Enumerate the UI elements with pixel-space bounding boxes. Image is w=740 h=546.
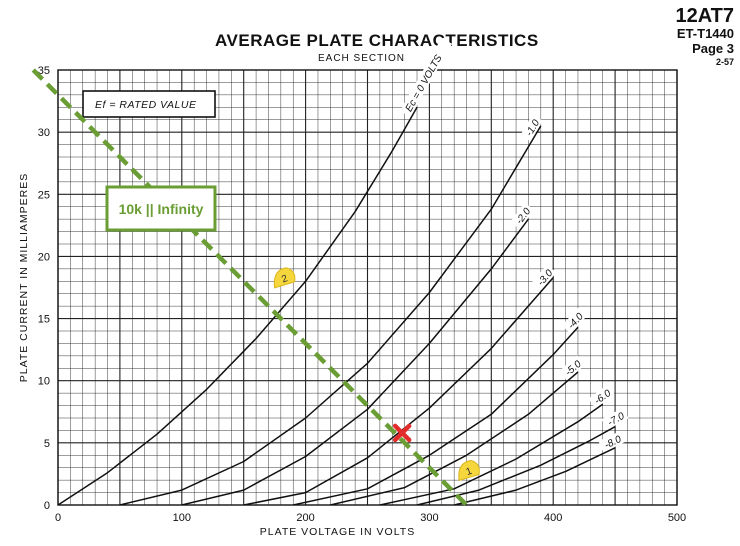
series-line bbox=[293, 326, 579, 505]
series-line bbox=[454, 447, 616, 505]
chart-title: AVERAGE PLATE CHARACTERISTICS bbox=[215, 31, 539, 50]
y-tick-label: 5 bbox=[44, 438, 50, 450]
x-tick-label: 400 bbox=[544, 512, 562, 524]
marker-stroke bbox=[392, 423, 412, 443]
series-line bbox=[119, 125, 542, 505]
datasheet-date: 2-57 bbox=[715, 57, 734, 67]
series-label-bg bbox=[601, 407, 629, 430]
y-tick-label: 35 bbox=[38, 65, 50, 77]
load-line-label-box bbox=[105, 185, 217, 232]
datasheet-code: ET-T1440 bbox=[676, 26, 734, 41]
series-label-bg bbox=[561, 307, 587, 334]
load-line-label-text: 10k || Infinity bbox=[119, 201, 204, 217]
callout-marker: 1 bbox=[458, 459, 480, 482]
heater-note-box bbox=[82, 90, 216, 118]
heater-note-text: Ef = RATED VALUE bbox=[95, 99, 197, 111]
plot-frame bbox=[57, 69, 678, 506]
load-line bbox=[31, 68, 469, 507]
series-line bbox=[181, 218, 530, 505]
x-axis-label: PLATE VOLTAGE IN VOLTS bbox=[260, 526, 415, 538]
x-tick-label: 100 bbox=[173, 512, 191, 524]
x-tick-label: 300 bbox=[420, 512, 438, 524]
callout-marker: 2 bbox=[273, 267, 296, 289]
heater-note: Ef = RATED VALUE bbox=[82, 90, 216, 118]
series-label: Ec = 0 VOLTS bbox=[404, 53, 445, 114]
series-label-bg bbox=[588, 384, 615, 409]
callout-label: 2 bbox=[280, 273, 289, 285]
x-tick-label: 200 bbox=[296, 512, 314, 524]
y-tick-label: 20 bbox=[38, 251, 50, 263]
series-label-bg bbox=[510, 202, 535, 230]
y-tick-label: 30 bbox=[38, 127, 50, 139]
callout-shape bbox=[273, 267, 296, 289]
series-line bbox=[330, 371, 579, 505]
y-tick-label: 25 bbox=[38, 189, 50, 201]
y-axis-label: PLATE CURRENT IN MILLIAMPERES bbox=[18, 173, 30, 382]
series-label-bg bbox=[520, 114, 543, 142]
load-line-label: 10k || Infinity bbox=[105, 185, 217, 232]
tube-type: 12AT7 bbox=[675, 5, 734, 27]
series-label-bg bbox=[559, 355, 586, 381]
operating-point-x-marker bbox=[392, 423, 412, 443]
chart-subtitle: EACH SECTION bbox=[318, 53, 406, 64]
callout-label: 1 bbox=[465, 466, 474, 478]
series-label-bg bbox=[400, 37, 453, 117]
x-tick-label: 500 bbox=[668, 512, 686, 524]
y-tick-label: 10 bbox=[38, 376, 50, 388]
y-tick-label: 0 bbox=[44, 500, 50, 512]
series-line bbox=[379, 403, 604, 505]
x-tick-label: 0 bbox=[55, 512, 61, 524]
series-label-bg bbox=[531, 264, 557, 291]
series-line bbox=[58, 106, 418, 505]
series-line bbox=[243, 277, 554, 505]
series-label-bg bbox=[598, 431, 626, 453]
callout-shape bbox=[458, 459, 480, 482]
y-tick-label: 15 bbox=[38, 314, 50, 326]
page-number: Page 3 bbox=[692, 41, 734, 56]
